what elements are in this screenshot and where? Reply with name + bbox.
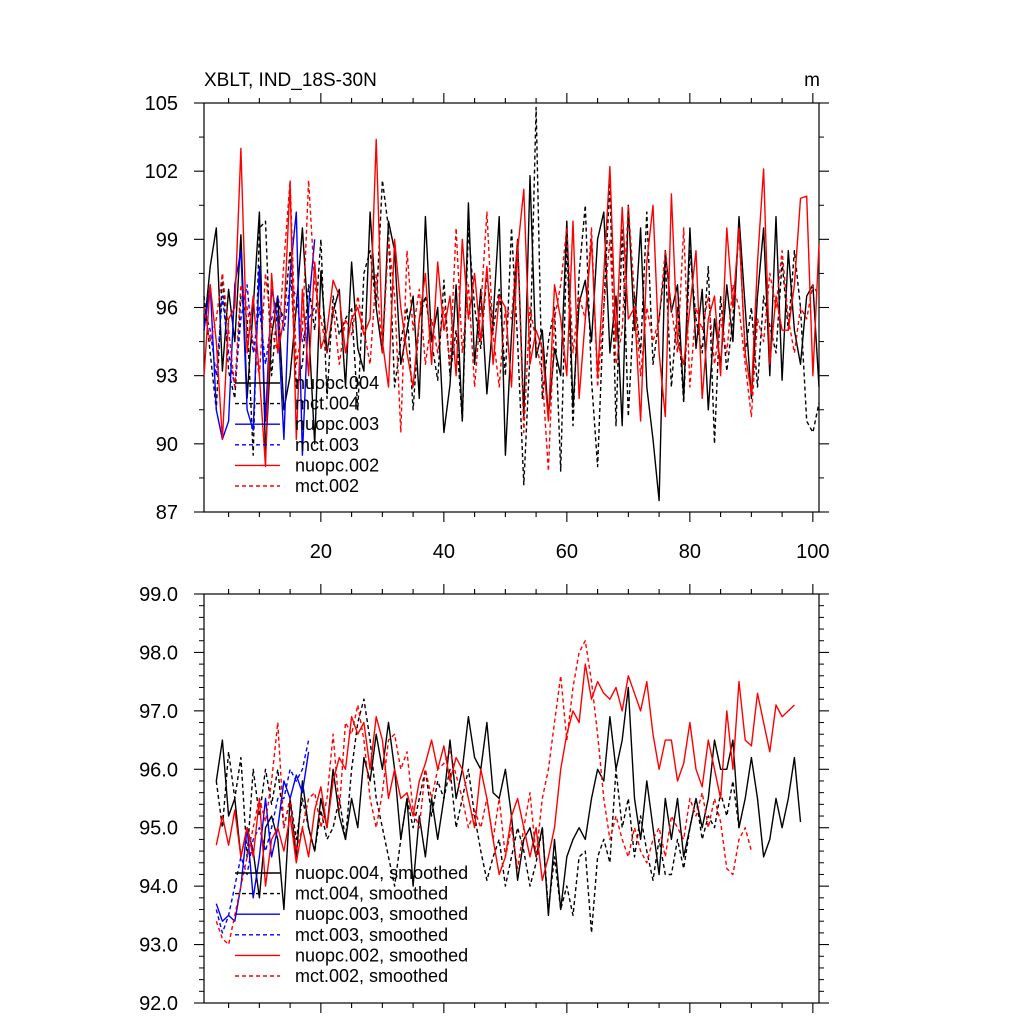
legend-label: mct.003 [295, 435, 359, 455]
y-tick-labels: 87 90 93 96 99 102 105 [145, 93, 178, 524]
series-lines [203, 106, 820, 502]
series-line [203, 179, 820, 472]
y-tick-label: 96 [156, 298, 178, 320]
y-tick-label: 90 [156, 434, 178, 456]
x-tick-label: 60 [556, 541, 578, 563]
y-tick-label: 97.0 [139, 701, 178, 723]
legend-label: nuopc.003, smoothed [295, 904, 468, 924]
y-tick-label: 87 [156, 502, 178, 524]
legend-label: mct.004 [295, 394, 359, 414]
y-tick-label: 99.0 [139, 584, 178, 606]
y-tick-label: 102 [145, 161, 178, 183]
bottom-panel: 92.0 93.0 94.0 95.0 96.0 97.0 98.0 99.0 nuopc.0… [139, 584, 829, 1015]
units-label: m [804, 70, 820, 91]
legend-label: nuopc.004 [295, 373, 379, 393]
tick-marks [194, 584, 829, 1013]
series-line [203, 138, 820, 468]
chart-title: XBLT, IND_18S-30N [204, 70, 377, 91]
x-tick-label: 80 [679, 541, 701, 563]
y-tick-label: 93.0 [139, 935, 178, 957]
x-tick-label: 100 [796, 541, 829, 563]
legend-label: nuopc.002, smoothed [295, 945, 468, 965]
legend-label: mct.004, smoothed [295, 884, 448, 904]
legend: nuopc.004mct.004nuopc.003mct.003nuopc.00… [235, 373, 379, 496]
x-tick-label: 20 [310, 541, 332, 563]
y-tick-label: 96.0 [139, 759, 178, 781]
x-tick-labels: 20 40 60 80 100 [310, 541, 830, 563]
y-tick-label: 94.0 [139, 876, 178, 898]
top-panel: XBLT, IND_18S-30N m 87 90 93 96 99 102 105 20 4… [145, 70, 830, 563]
series-line [203, 284, 316, 388]
legend-label: mct.003, smoothed [295, 925, 448, 945]
y-tick-label: 92.0 [139, 993, 178, 1015]
y-tick-label: 105 [145, 93, 178, 115]
tick-marks [194, 93, 829, 522]
y-tick-label: 93 [156, 366, 178, 388]
series-lines [215, 640, 802, 946]
series-line [215, 640, 753, 946]
series-line [215, 751, 310, 922]
legend-label: nuopc.003 [295, 414, 379, 434]
y-tick-label: 99 [156, 229, 178, 251]
legend-label: mct.002 [295, 476, 359, 496]
legend-label: nuopc.004, smoothed [295, 863, 468, 883]
plot-frame [203, 593, 820, 1004]
legend-label: mct.002, smoothed [295, 966, 448, 986]
series-line [203, 174, 820, 502]
y-tick-label: 95.0 [139, 818, 178, 840]
y-tick-labels: 92.0 93.0 94.0 95.0 96.0 97.0 98.0 99.0 [139, 584, 178, 1015]
legend-label: nuopc.002 [295, 455, 379, 475]
series-line [203, 106, 820, 486]
y-tick-label: 98.0 [139, 642, 178, 664]
x-tick-label: 40 [433, 541, 455, 563]
